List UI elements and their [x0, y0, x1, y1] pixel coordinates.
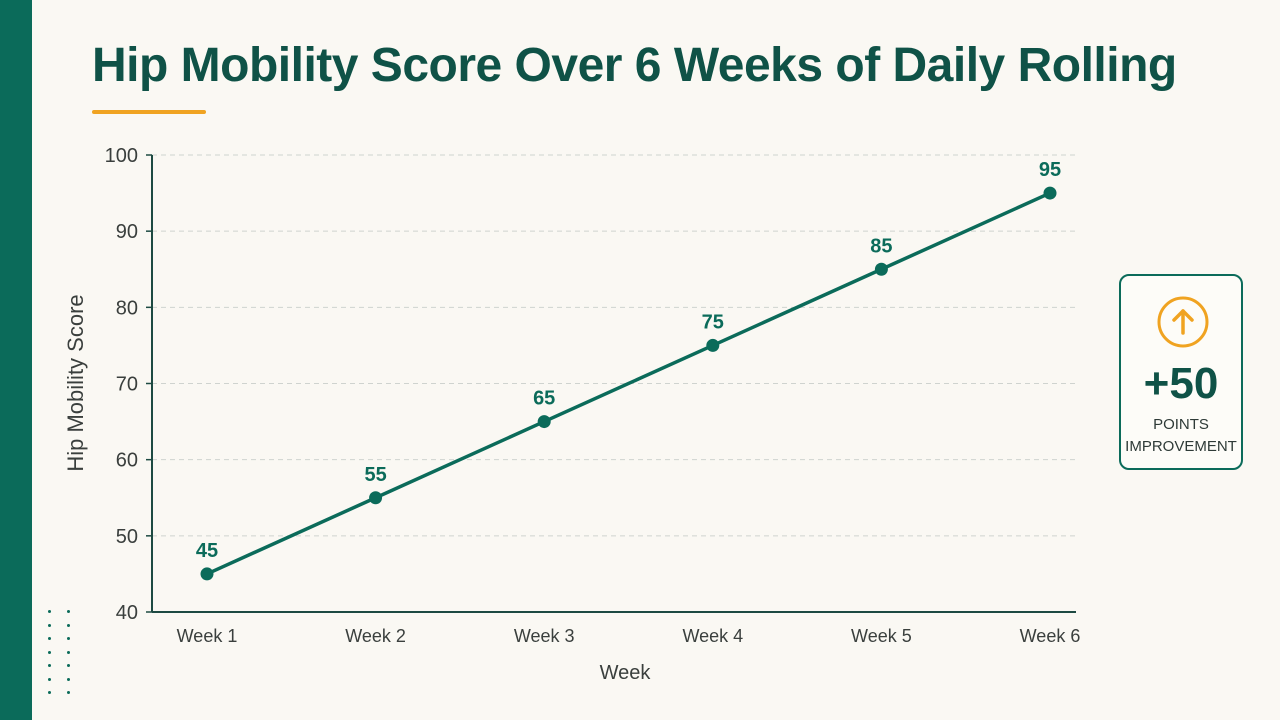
series-line: [205, 191, 1052, 576]
data-point: [874, 262, 888, 276]
improvement-label-points: POINTS: [1153, 416, 1209, 433]
decorative-dot: [48, 650, 51, 654]
y-tick-label: 40: [116, 602, 138, 624]
up-arrow-circle-icon: [1157, 296, 1209, 348]
x-axis-label: Week: [600, 662, 652, 684]
x-tick-label: Week 6: [1020, 626, 1081, 646]
decorative-dot: [48, 623, 51, 627]
decorative-dot: [67, 650, 70, 654]
y-axis-label: Hip Mobility Score: [63, 294, 88, 471]
data-point: [1043, 186, 1057, 200]
decorative-dot-grid: [48, 610, 78, 700]
data-point: [200, 567, 214, 581]
improvement-callout-card: +50 POINTS IMPROVEMENT: [1119, 274, 1243, 470]
y-tick-label: 50: [116, 526, 138, 548]
y-tick-label: 100: [105, 145, 138, 167]
data-label: 75: [702, 311, 724, 333]
data-label: 45: [196, 540, 218, 562]
decorative-dot: [48, 637, 51, 640]
x-tick-label: Week 3: [514, 626, 575, 646]
improvement-value: +50: [1143, 359, 1219, 408]
data-label: 55: [364, 464, 386, 486]
y-tick-label: 90: [116, 221, 138, 243]
x-tick-label: Week 1: [177, 626, 238, 646]
decorative-dot: [48, 677, 51, 681]
decorative-dot: [48, 691, 51, 694]
y-tick-label: 80: [116, 297, 138, 319]
y-tick-label: 60: [116, 450, 138, 472]
decorative-dot: [67, 677, 70, 681]
y-tick-label: 70: [116, 374, 138, 396]
data-label: 85: [870, 235, 892, 257]
decorative-dot: [48, 664, 51, 667]
decorative-dot: [67, 637, 70, 640]
data-label: 65: [533, 388, 555, 410]
title-underline: [92, 110, 206, 114]
data-point: [369, 491, 383, 505]
data-point: [706, 338, 720, 352]
decorative-dot: [48, 610, 51, 613]
page-title: Hip Mobility Score Over 6 Weeks of Daily…: [92, 39, 1177, 92]
improvement-label-improvement: IMPROVEMENT: [1125, 438, 1237, 455]
data-label: 95: [1039, 159, 1061, 181]
data-point: [537, 415, 551, 429]
decorative-dot: [67, 623, 70, 627]
left-accent-bar: [0, 0, 32, 720]
x-tick-label: Week 4: [682, 626, 743, 646]
decorative-dot: [67, 610, 70, 613]
decorative-dot: [67, 664, 70, 667]
x-tick-label: Week 2: [345, 626, 406, 646]
decorative-dot: [67, 691, 70, 694]
x-tick-label: Week 5: [851, 626, 912, 646]
